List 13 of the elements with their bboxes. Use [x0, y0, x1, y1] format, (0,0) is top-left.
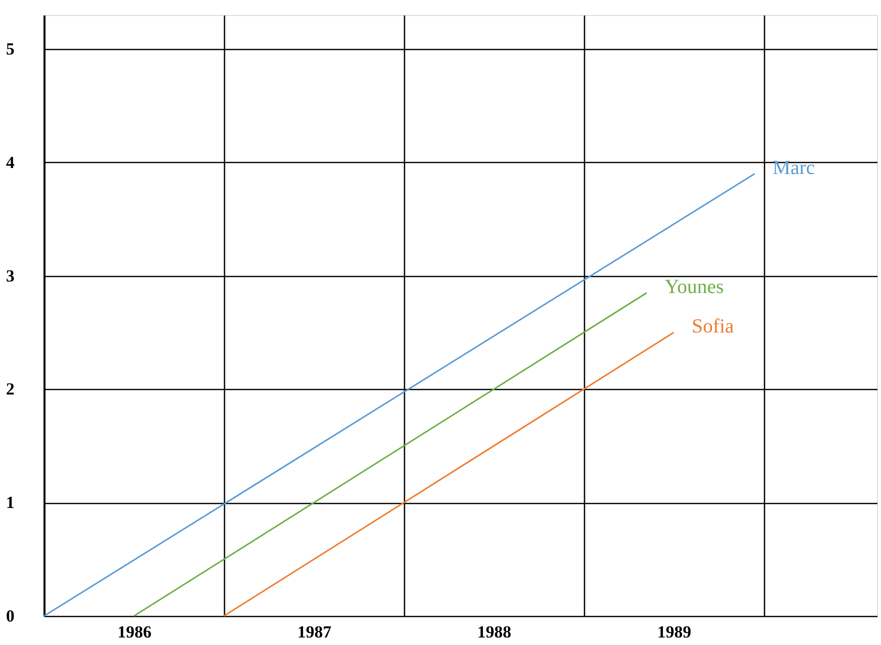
y-tick-label: 4 — [6, 152, 15, 172]
x-tick-label: 1987 — [297, 622, 332, 642]
y-tick-label: 1 — [6, 493, 14, 512]
y-tick-label: 3 — [6, 266, 14, 286]
x-tick-label: 1986 — [117, 622, 152, 642]
series-label: Sofia — [692, 316, 734, 338]
y-tick-label: 2 — [6, 380, 14, 399]
series-label: Younes — [664, 276, 724, 298]
x-tick-label: 1988 — [477, 622, 512, 642]
series-label: Marc — [772, 156, 815, 179]
x-tick-label: 1989 — [657, 622, 692, 642]
y-tick-label: 5 — [6, 40, 14, 59]
y-tick-label: 0 — [6, 606, 14, 626]
